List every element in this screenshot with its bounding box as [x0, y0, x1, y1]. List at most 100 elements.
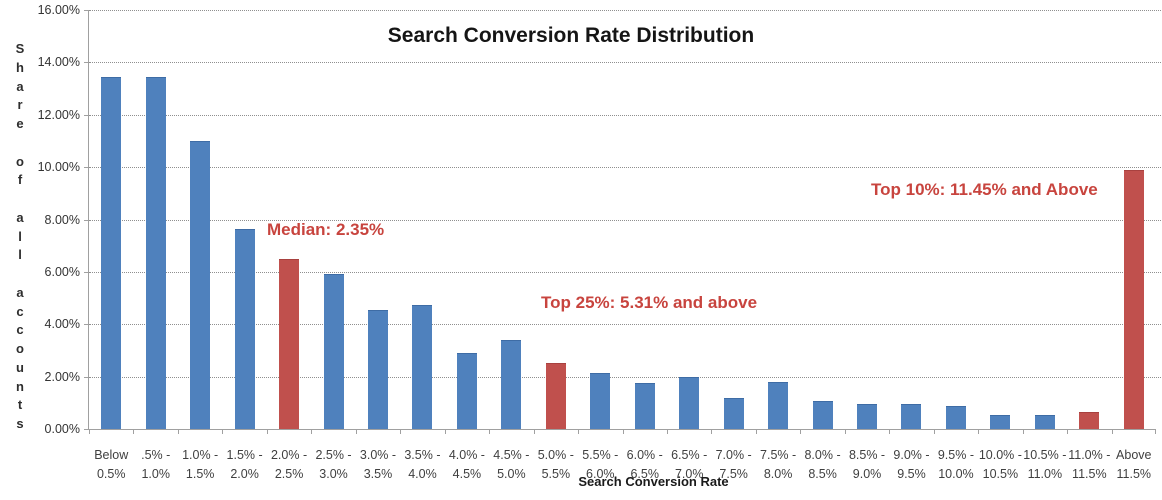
x-tick-mark [444, 429, 446, 434]
gridline [89, 62, 1162, 64]
y-axis-title-letter: c [16, 322, 24, 338]
y-axis-title-letter: h [16, 59, 24, 75]
bar [945, 405, 966, 429]
gridline [89, 167, 1162, 169]
x-tick-mark [844, 429, 846, 434]
y-axis-title-letter: S [15, 41, 25, 56]
y-axis-title-letter: e [16, 116, 24, 131]
x-category-label: 7.0% -7.5% [715, 448, 752, 482]
x-tick-mark [222, 429, 224, 434]
y-axis-title-letter: o [16, 153, 24, 169]
x-tick-mark [400, 429, 402, 434]
x-category-label: 7.5% -8.0% [760, 448, 797, 482]
x-category-label: 10.5% -11.0% [1023, 448, 1067, 482]
y-axis-title-letter: a [16, 78, 24, 94]
bar [456, 353, 477, 429]
bar [812, 400, 833, 429]
bar [990, 414, 1011, 429]
gridline [89, 10, 1162, 11]
x-category-label: 3.0% -3.5% [359, 448, 397, 482]
x-category-label: Above 11.5% [1116, 448, 1152, 482]
x-tick-mark [177, 429, 179, 434]
y-tick-label: 8.00% [44, 212, 80, 227]
x-category-label: 5.5% -6.0% [582, 448, 619, 482]
chart-title: Search Conversion Rate Distribution [387, 24, 755, 47]
x-tick-mark [1155, 429, 1156, 434]
bar [501, 340, 522, 429]
annotation-top10: Top 10%: 11.45% and Above [871, 180, 1098, 199]
y-tick-label: 0.00% [44, 422, 80, 436]
y-tick-mark [84, 10, 89, 11]
x-tick-mark [89, 429, 90, 434]
x-tick-mark [133, 429, 135, 434]
bar-highlight [1123, 170, 1144, 429]
x-tick-mark [889, 429, 891, 434]
x-tick-mark [933, 429, 935, 434]
x-category-label: 1.0% -1.5% [182, 448, 219, 482]
y-axis-title-letter: u [16, 359, 24, 375]
x-category-label: 2.0% -2.5% [270, 448, 308, 482]
x-tick-mark [266, 429, 268, 434]
x-category-label: 5.0% -5.5% [537, 448, 574, 482]
bar [723, 397, 744, 429]
bar [323, 273, 344, 429]
gridline [89, 114, 1162, 116]
y-tick-mark [84, 271, 89, 273]
y-tick-label: 14.00% [37, 55, 80, 70]
gridline [89, 324, 1162, 326]
x-category-label: 10.0% -10.5% [978, 448, 1022, 482]
x-tick-mark [1022, 429, 1024, 434]
bar [234, 228, 255, 429]
gridline [89, 219, 1162, 221]
bar-highlight [1079, 412, 1100, 429]
annotation-median: Median: 2.35% [267, 220, 385, 239]
bar [679, 376, 700, 429]
x-tick-mark [800, 429, 802, 434]
x-tick-mark [755, 429, 757, 434]
y-axis-title-letter: o [16, 341, 24, 356]
x-category-label: .5% -1.0% [141, 448, 171, 482]
y-tick-label: 6.00% [44, 264, 80, 279]
y-axis-title-letter [18, 192, 22, 205]
y-tick-mark [84, 429, 89, 430]
x-tick-mark [533, 429, 535, 434]
x-tick-mark [489, 429, 491, 434]
x-tick-mark [355, 429, 357, 434]
x-category-label: 1.5% -2.0% [226, 448, 263, 482]
x-tick-mark [1111, 429, 1113, 434]
bar [367, 310, 388, 429]
y-tick-label: 12.00% [37, 107, 80, 122]
bar [634, 383, 655, 429]
x-category-label: 9.5% -10.0% [937, 448, 974, 482]
y-axis-title-letter [18, 136, 22, 149]
x-category-label: 6.5% -7.0% [671, 448, 708, 482]
gridline [89, 376, 1162, 378]
bar-highlight [279, 259, 300, 429]
y-tick-mark [84, 324, 89, 326]
x-tick-mark [1067, 429, 1069, 434]
x-tick-mark [711, 429, 713, 434]
y-axis-title-letter: t [17, 397, 23, 413]
x-category-label: 4.0% -4.5% [448, 448, 485, 482]
y-tick-label: 2.00% [44, 369, 80, 384]
gridline [89, 271, 1162, 273]
x-category-label: 8.5% -9.0% [848, 448, 886, 482]
bar [768, 382, 789, 429]
x-category-label: 11.0% -11.5% [1068, 448, 1111, 482]
bar [901, 404, 922, 429]
bar [590, 373, 611, 429]
bar [101, 77, 122, 429]
y-tick-mark [84, 114, 89, 116]
x-axis-title: Search Conversion Rate [578, 474, 729, 489]
y-tick-label: 16.00% [37, 3, 80, 17]
x-category-label: 2.5% -3.0% [315, 448, 352, 482]
x-category-label: 3.5% -4.0% [404, 448, 441, 482]
x-tick-mark [311, 429, 313, 434]
y-axis-title-letter: r [17, 97, 23, 113]
x-category-label: 6.0% -6.5% [626, 448, 663, 482]
y-tick-label: 4.00% [44, 317, 80, 332]
y-tick-mark [84, 376, 89, 378]
y-axis-title-letter: a [16, 209, 24, 225]
bar [190, 141, 211, 429]
